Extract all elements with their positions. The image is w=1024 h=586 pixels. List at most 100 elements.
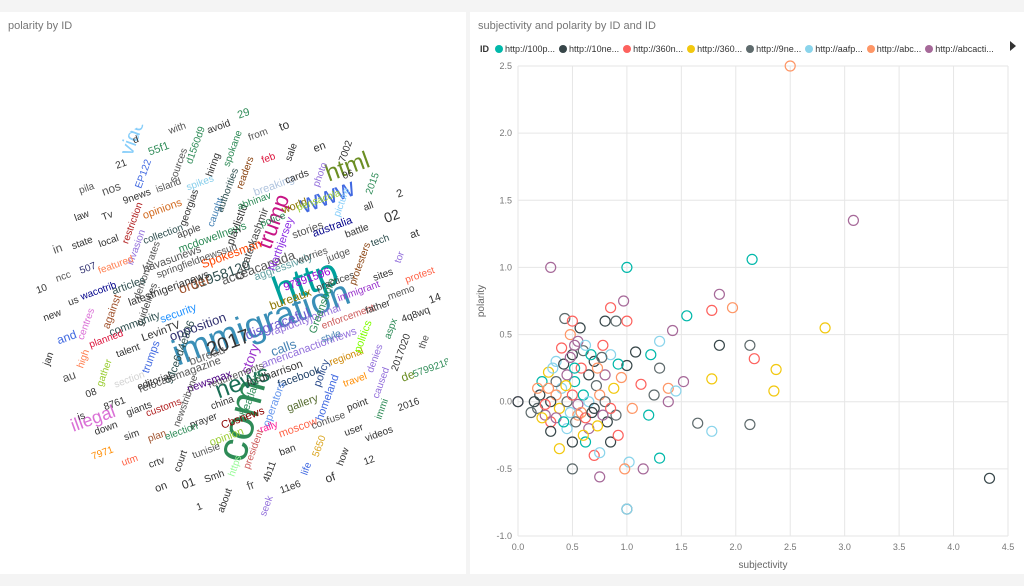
data-point[interactable] <box>667 324 679 337</box>
data-point[interactable] <box>566 436 579 448</box>
data-point[interactable] <box>553 443 566 455</box>
data-point[interactable] <box>579 436 592 448</box>
data-point[interactable] <box>610 409 622 421</box>
data-point[interactable] <box>566 463 579 475</box>
data-point[interactable] <box>585 349 597 361</box>
data-point[interactable] <box>847 214 859 226</box>
data-point[interactable] <box>570 416 582 428</box>
legend-item[interactable]: http://360... <box>687 44 742 54</box>
data-point[interactable] <box>586 406 598 419</box>
data-point[interactable] <box>566 315 579 327</box>
data-point[interactable] <box>550 355 562 367</box>
data-point[interactable] <box>610 315 622 327</box>
data-point[interactable] <box>635 378 647 390</box>
data-point[interactable] <box>599 369 611 381</box>
data-point[interactable] <box>545 261 557 273</box>
data-point[interactable] <box>564 351 576 363</box>
data-point[interactable] <box>681 310 693 322</box>
data-point[interactable] <box>619 463 631 475</box>
data-point[interactable] <box>560 380 572 392</box>
data-point[interactable] <box>558 358 570 370</box>
data-point[interactable] <box>819 322 831 334</box>
data-point[interactable] <box>590 380 603 392</box>
data-point[interactable] <box>539 398 551 410</box>
data-point[interactable] <box>545 396 557 408</box>
data-point[interactable] <box>579 339 592 351</box>
data-point[interactable] <box>525 406 537 419</box>
data-point[interactable] <box>706 373 718 385</box>
legend-item[interactable]: http://abcacti... <box>925 44 994 54</box>
data-point[interactable] <box>618 295 630 307</box>
legend-item[interactable]: http://9ne... <box>746 44 801 54</box>
data-point[interactable] <box>599 396 611 408</box>
data-point[interactable] <box>599 315 611 327</box>
data-point[interactable] <box>594 389 606 401</box>
data-point[interactable] <box>621 315 633 327</box>
data-point[interactable] <box>713 339 725 351</box>
legend-item[interactable]: http://360n... <box>623 44 683 54</box>
data-point[interactable] <box>594 471 606 483</box>
data-point[interactable] <box>692 417 704 429</box>
data-point[interactable] <box>784 60 796 72</box>
data-point[interactable] <box>605 402 617 414</box>
data-point[interactable] <box>746 253 758 265</box>
data-point[interactable] <box>706 425 718 437</box>
data-point[interactable] <box>677 376 690 388</box>
data-point[interactable] <box>605 436 617 448</box>
data-point[interactable] <box>575 362 587 374</box>
data-point[interactable] <box>550 376 562 388</box>
data-point[interactable] <box>583 396 595 408</box>
data-point[interactable] <box>528 396 540 408</box>
data-point[interactable] <box>574 322 586 334</box>
data-point[interactable] <box>706 304 718 316</box>
data-point[interactable] <box>568 339 581 351</box>
data-point[interactable] <box>545 425 557 437</box>
data-point[interactable] <box>645 349 657 361</box>
data-point[interactable] <box>615 371 627 384</box>
data-point[interactable] <box>670 385 682 397</box>
data-point[interactable] <box>577 389 589 401</box>
data-point[interactable] <box>559 312 571 325</box>
data-point[interactable] <box>564 329 576 341</box>
data-point[interactable] <box>555 342 568 354</box>
data-point[interactable] <box>597 339 609 351</box>
data-point[interactable] <box>561 369 573 381</box>
data-point[interactable] <box>654 362 666 374</box>
data-point[interactable] <box>542 366 555 378</box>
data-point[interactable] <box>542 382 555 394</box>
data-point[interactable] <box>594 447 606 459</box>
data-point[interactable] <box>597 409 609 421</box>
data-point[interactable] <box>558 416 570 428</box>
data-point[interactable] <box>564 406 576 419</box>
data-point[interactable] <box>744 339 756 351</box>
data-point[interactable] <box>637 463 649 475</box>
data-point[interactable] <box>662 382 674 394</box>
data-point[interactable] <box>654 335 666 347</box>
data-point[interactable] <box>591 420 604 432</box>
data-point[interactable] <box>596 351 608 363</box>
data-point[interactable] <box>566 389 579 401</box>
legend-item[interactable]: http://abc... <box>866 44 921 54</box>
data-point[interactable] <box>626 402 638 414</box>
data-point[interactable] <box>536 412 548 424</box>
data-point[interactable] <box>748 353 760 365</box>
data-point[interactable] <box>983 472 996 484</box>
data-point[interactable] <box>561 396 573 408</box>
data-point[interactable] <box>583 369 595 381</box>
data-point[interactable] <box>621 261 633 273</box>
data-point[interactable] <box>621 359 633 372</box>
legend-item[interactable]: http://aafp... <box>805 44 863 54</box>
data-point[interactable] <box>605 302 617 314</box>
data-point[interactable] <box>713 288 725 300</box>
data-point[interactable] <box>577 429 589 441</box>
data-point[interactable] <box>726 302 739 314</box>
data-point[interactable] <box>572 409 584 421</box>
data-point[interactable] <box>608 382 620 394</box>
data-point[interactable] <box>588 449 600 461</box>
data-point[interactable] <box>534 389 546 401</box>
data-point[interactable] <box>744 418 756 431</box>
data-point[interactable] <box>662 396 674 408</box>
data-point[interactable] <box>648 389 660 401</box>
data-point[interactable] <box>630 346 642 358</box>
data-point[interactable] <box>591 362 604 374</box>
